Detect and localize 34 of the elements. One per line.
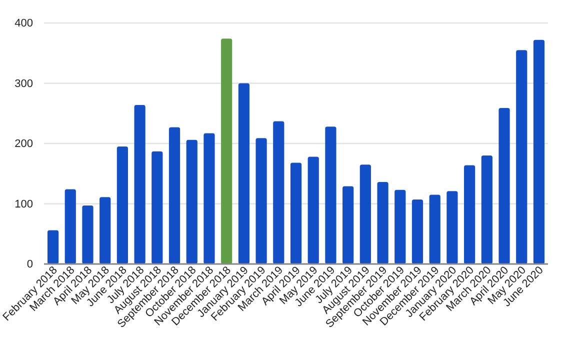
bar <box>204 133 215 264</box>
bar <box>533 40 545 264</box>
bar <box>394 190 406 264</box>
y-tick-label: 0 <box>26 258 33 271</box>
y-tick-label: 300 <box>14 78 33 90</box>
bar <box>221 38 232 264</box>
bar <box>134 104 146 264</box>
bar <box>498 108 510 264</box>
bar <box>308 156 319 264</box>
bar <box>116 146 128 264</box>
bar <box>238 83 250 264</box>
bar <box>412 200 424 264</box>
bar <box>256 138 267 264</box>
bar <box>360 164 371 264</box>
bar <box>82 206 94 264</box>
bar <box>64 189 76 264</box>
y-tick-label: 100 <box>14 198 33 210</box>
bar <box>429 194 440 264</box>
bar <box>273 121 284 264</box>
bar <box>446 191 458 264</box>
y-tick-label: 400 <box>14 18 33 30</box>
bar <box>481 156 492 264</box>
bar <box>290 162 302 264</box>
bar <box>342 186 354 264</box>
y-tick-label: 200 <box>14 138 33 150</box>
bar <box>377 182 388 264</box>
bar <box>47 230 59 264</box>
bar <box>464 165 476 264</box>
bar <box>516 50 528 264</box>
bar <box>152 151 163 264</box>
bar <box>325 126 336 264</box>
bar <box>186 140 198 264</box>
bar <box>100 197 111 264</box>
bar <box>168 127 180 264</box>
